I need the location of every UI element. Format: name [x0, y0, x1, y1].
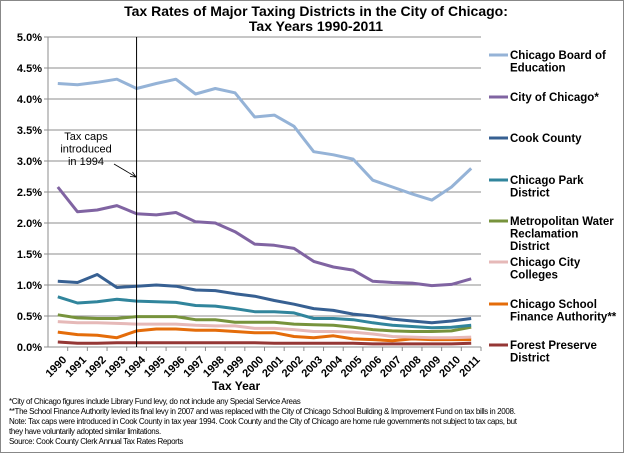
legend-label: Chicago Park [510, 175, 584, 187]
legend-label: Cook County [510, 133, 582, 145]
legend-label: District [510, 353, 550, 365]
series-line [57, 313, 472, 333]
y-tick-label: 4.0% [17, 94, 42, 106]
arrow-head-icon [129, 171, 137, 178]
y-tick-label: 3.0% [17, 156, 42, 168]
series-line [57, 320, 472, 340]
legend-label: Forest Preserve [510, 340, 597, 352]
legend-label: Colleges [510, 270, 558, 282]
legend-label: District [510, 188, 550, 200]
legend-label: Reclamation [510, 229, 578, 241]
legend-label: Education [510, 63, 566, 75]
legend-entry: Cook County [489, 133, 582, 145]
y-tick-label: 2.5% [17, 187, 42, 199]
legend-label: Chicago School [510, 299, 597, 311]
legend-label: City of Chicago* [510, 92, 599, 104]
footnote: Source: Cook County Clerk Annual Tax Rat… [9, 437, 183, 446]
series-line [57, 340, 472, 346]
series-line [57, 77, 473, 202]
y-tick-label: 2.0% [17, 218, 42, 230]
chart-title-line-1: Tax Rates of Major Taxing Districts in t… [124, 3, 508, 19]
x-axis-label: Tax Year [212, 379, 261, 393]
footnote: *City of Chicago figures include Library… [9, 397, 301, 406]
y-tick-label: 0.5% [17, 311, 42, 323]
y-tick-label: 0.0% [17, 342, 42, 354]
legend-entry: City of Chicago* [489, 92, 599, 104]
annotation-text: introduced [60, 144, 111, 156]
legend-label: Chicago Board of [510, 50, 606, 62]
series-line [57, 327, 472, 343]
chart-title-line-2: Tax Years 1990-2011 [249, 18, 383, 34]
series-line [56, 186, 472, 288]
y-tick-label: 4.5% [17, 63, 42, 75]
footnote: they have voluntarily adopted similar li… [9, 427, 161, 436]
legend-label: District [510, 241, 550, 253]
legend-label: Chicago City [510, 257, 581, 269]
y-tick-label: 1.5% [17, 249, 42, 261]
annotation-arrow [113, 163, 137, 178]
legend-label: Finance Authority** [510, 312, 617, 324]
footnote: Note: Tax caps were introduced in Cook C… [9, 417, 518, 426]
footnote: **The School Finance Authority levied it… [9, 407, 516, 416]
legend-label: Metropolitan Water [510, 216, 614, 228]
series-line [57, 295, 472, 330]
annotation-text: Tax caps [64, 131, 108, 143]
annotation-text: in 1994 [68, 156, 104, 168]
y-tick-label: 5.0% [17, 32, 42, 44]
y-tick-label: 3.5% [17, 125, 42, 137]
y-tick-label: 1.0% [17, 280, 42, 292]
series-line [57, 273, 472, 325]
